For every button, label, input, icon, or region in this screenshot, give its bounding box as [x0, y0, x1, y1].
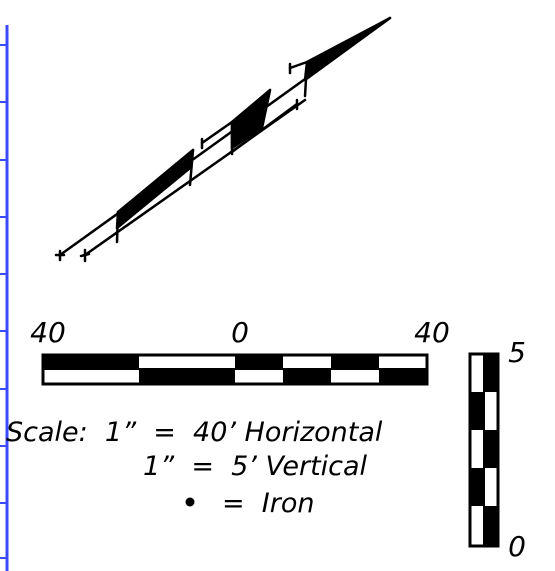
legend-iron: = Iron: [222, 488, 314, 519]
horizontal-scale: 40 0 40: [30, 316, 450, 386]
h-scale-label-left: 40: [30, 316, 66, 349]
frame-left-edge: [0, 25, 9, 571]
legend-vertical-scale: 1” = 5’ Vertical: [143, 451, 368, 482]
legend: Scale: 1” = 40’ Horizontal 1” = 5’ Verti…: [6, 417, 383, 519]
h-scale-label-center: 0: [231, 316, 249, 349]
legend-horizontal-scale: Scale: 1” = 40’ Horizontal: [6, 417, 383, 448]
iron-marker-icon: [185, 497, 195, 507]
upper-profile-line: [58, 16, 392, 257]
profile-sketch: [54, 16, 392, 263]
offset-line: [230, 102, 299, 154]
v-scale-label-top: 5: [508, 336, 526, 369]
vertical-scale: 5 0: [468, 336, 526, 563]
fill-wedge-lower: [115, 148, 195, 230]
h-scale-label-right: 40: [414, 316, 450, 349]
v-scale-label-bottom: 0: [508, 530, 526, 563]
